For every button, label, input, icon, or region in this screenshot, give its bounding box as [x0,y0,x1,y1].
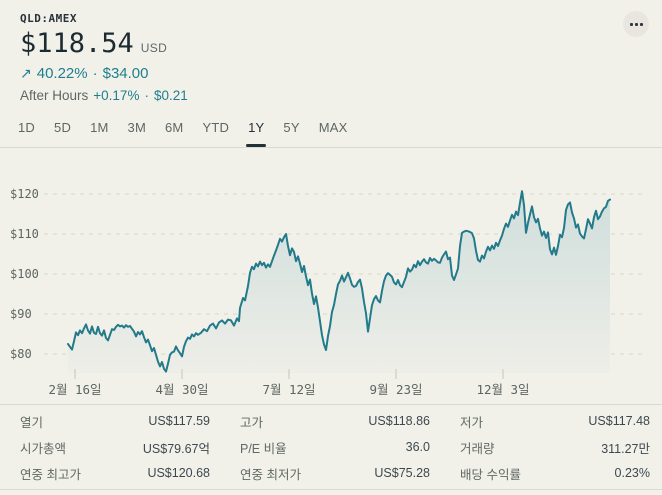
x-axis-label: 12월 3일 [476,382,529,397]
after-hours-row: After Hours +0.17% · $0.21 [20,88,648,103]
current-price: $118.54 [20,28,134,59]
ticker-symbol: QLD:AMEX [20,12,77,25]
tab-ytd[interactable]: YTD [202,120,230,135]
stat-value: US$75.28 [374,466,430,480]
stat-label: P/E 비율 [240,441,287,456]
stat-label: 배당 수익률 [460,467,521,482]
tab-5y[interactable]: 5Y [283,120,300,135]
tab-6m[interactable]: 6M [165,120,184,135]
stat-value: US$117.48 [588,414,650,428]
stat-dividend-yield: 배당 수익률 0.23% [460,460,650,486]
stat-label: 연중 최고가 [20,467,81,482]
key-stats-table: 열기 US$117.59 고가 US$118.86 저가 US$117.48 시… [0,404,662,490]
price-change: ↗ 40.22% · $34.00 [20,65,648,82]
stat-volume: 거래량 311.27만 [460,434,650,460]
stat-label: 시가총액 [20,441,67,456]
stat-value: 0.23% [614,466,650,480]
stat-value: 311.27만 [601,441,650,456]
y-axis-label: $110 [10,227,39,241]
stat-label: 거래량 [460,441,495,456]
y-axis-label: $100 [10,267,39,281]
tab-1y[interactable]: 1Y [246,120,267,147]
stat-52wk-high: 연중 최고가 US$120.68 [20,460,210,486]
trend-up-icon: ↗ [20,65,32,81]
y-axis-label: $80 [10,347,32,361]
stat-label: 연중 최저가 [240,467,301,482]
stat-high: 고가 US$118.86 [240,408,430,434]
after-hours-percent: +0.17% [93,88,140,103]
after-hours-amount: $0.21 [153,88,188,103]
quote-header: QLD:AMEX $118.54 USD ↗ 40.22% · $34.00 A… [0,0,662,103]
x-axis-label: 9월 23일 [369,382,422,397]
stat-low: 저가 US$117.48 [460,408,650,434]
stat-value: US$118.86 [368,414,430,428]
price-chart[interactable]: $120 $110 $100 $90 $80 2월 16일 4월 30일 7월 12일 9월 … [0,151,662,401]
tab-3m[interactable]: 3M [127,120,146,135]
price-line [67,190,611,373]
y-axis-label: $120 [10,187,39,201]
tab-1d[interactable]: 1D [18,120,36,135]
time-range-tabs: 1D 5D 1M 3M 6M YTD 1Y 5Y MAX [0,114,662,148]
tab-1m[interactable]: 1M [90,120,109,135]
stat-label: 고가 [240,415,264,430]
x-axis-label: 7월 12일 [262,382,315,397]
stat-open: 열기 US$117.59 [20,408,210,434]
stat-label: 열기 [20,415,44,430]
x-axis-label: 4월 30일 [155,382,208,397]
tab-max[interactable]: MAX [318,120,348,135]
change-amount: $34.00 [102,65,149,82]
change-percent: 40.22% [36,65,88,82]
y-axis-label: $90 [10,307,32,321]
stat-value: 36.0 [405,440,430,454]
x-axis-label: 2월 16일 [48,382,101,397]
stat-value: US$79.67억 [142,441,210,456]
tab-5d[interactable]: 5D [54,120,72,135]
ellipsis-icon [629,22,633,26]
stat-value: US$117.59 [148,414,210,428]
price-row: $118.54 USD [20,28,648,59]
area-fill [68,191,610,373]
stat-label: 저가 [460,415,484,430]
separator-dot: · [144,88,149,103]
separator-dot: · [92,65,98,82]
stat-pe-ratio: P/E 비율 36.0 [240,434,430,460]
after-hours-label: After Hours [20,88,89,103]
currency-label: USD [140,41,168,55]
stat-market-cap: 시가총액 US$79.67억 [20,434,210,460]
stat-value: US$120.68 [147,466,210,480]
stat-52wk-low: 연중 최저가 US$75.28 [240,460,430,486]
more-options-button[interactable] [623,11,649,37]
